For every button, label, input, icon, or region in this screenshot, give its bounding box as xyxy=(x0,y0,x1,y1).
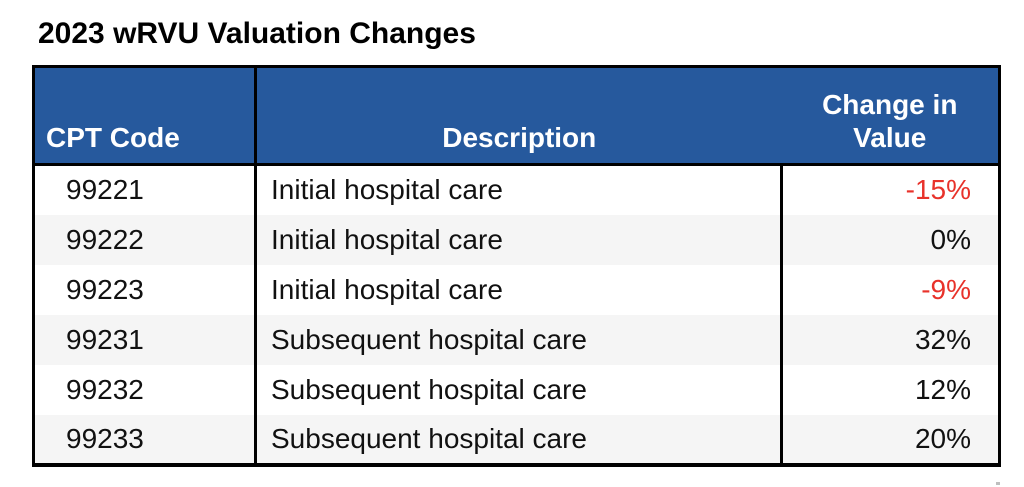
table-row: 99231 Subsequent hospital care 32% xyxy=(33,314,1000,365)
cpt-cell: 99223 xyxy=(33,264,257,315)
table-row: 99221 Initial hospital care -15% xyxy=(33,164,1000,215)
change-cell: 32% xyxy=(781,314,1000,365)
description-cell: Initial hospital care xyxy=(255,264,783,315)
description-cell: Initial hospital care xyxy=(255,164,783,215)
page-title: 2023 wRVU Valuation Changes xyxy=(38,17,476,50)
cpt-cell: 99221 xyxy=(33,164,257,215)
table-row: 99223 Initial hospital care -9% xyxy=(33,264,1000,315)
change-cell: -15% xyxy=(781,164,1000,215)
change-cell: 20% xyxy=(781,414,1000,465)
description-cell: Initial hospital care xyxy=(255,214,783,265)
cpt-cell: 99231 xyxy=(33,314,257,365)
stray-mark xyxy=(996,482,1000,485)
change-cell: -9% xyxy=(781,264,1000,315)
header-description: Description xyxy=(255,66,782,166)
header-cpt-code: CPT Code xyxy=(33,66,257,166)
cpt-cell: 99233 xyxy=(33,414,257,465)
table-row: 99222 Initial hospital care 0% xyxy=(33,214,1000,265)
description-cell: Subsequent hospital care xyxy=(255,414,783,465)
cpt-cell: 99222 xyxy=(33,214,257,265)
cpt-cell: 99232 xyxy=(33,364,257,415)
change-cell: 0% xyxy=(781,214,1000,265)
description-cell: Subsequent hospital care xyxy=(255,314,783,365)
wrvu-valuation-table: CPT Code Description Change in Value 992… xyxy=(32,65,1001,467)
table-row: 99233 Subsequent hospital care 20% xyxy=(33,414,1000,465)
header-change-in-value: Change in Value xyxy=(781,66,1000,166)
change-cell: 12% xyxy=(781,364,1000,415)
description-cell: Subsequent hospital care xyxy=(255,364,783,415)
table-row: 99232 Subsequent hospital care 12% xyxy=(33,364,1000,415)
header-row: CPT Code Description Change in Value xyxy=(33,66,1000,166)
